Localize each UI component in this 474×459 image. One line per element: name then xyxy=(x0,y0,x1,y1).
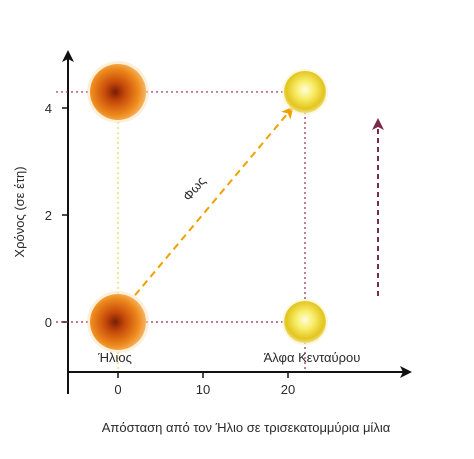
y-tick-label: 2 xyxy=(45,208,52,223)
y-axis-title: Χρόνος (σε έτη) xyxy=(12,166,27,257)
y-tick-label: 0 xyxy=(45,315,52,330)
sun-point xyxy=(90,63,146,120)
sun-point xyxy=(90,294,146,350)
x-tick-label: 10 xyxy=(196,382,210,397)
light-label: Φως xyxy=(180,174,209,204)
light-path-arrow xyxy=(134,106,294,296)
alpha-centauri-point xyxy=(284,70,326,113)
alpha-centauri-label: Άλφα Κενταύρου xyxy=(264,350,361,365)
y-tick-label: 4 xyxy=(45,101,52,116)
x-tick-label: 0 xyxy=(114,382,121,397)
x-axis-title: Απόσταση από τον Ήλιο σε τρισεκατομμύρια… xyxy=(102,420,391,435)
sun-label: Ήλιος xyxy=(97,350,132,365)
x-tick-label: 20 xyxy=(281,382,295,397)
tick-labels: 0 10 20 0 2 4 xyxy=(45,101,295,397)
alpha-centauri-point xyxy=(284,301,326,343)
celestial-bodies xyxy=(87,60,328,353)
